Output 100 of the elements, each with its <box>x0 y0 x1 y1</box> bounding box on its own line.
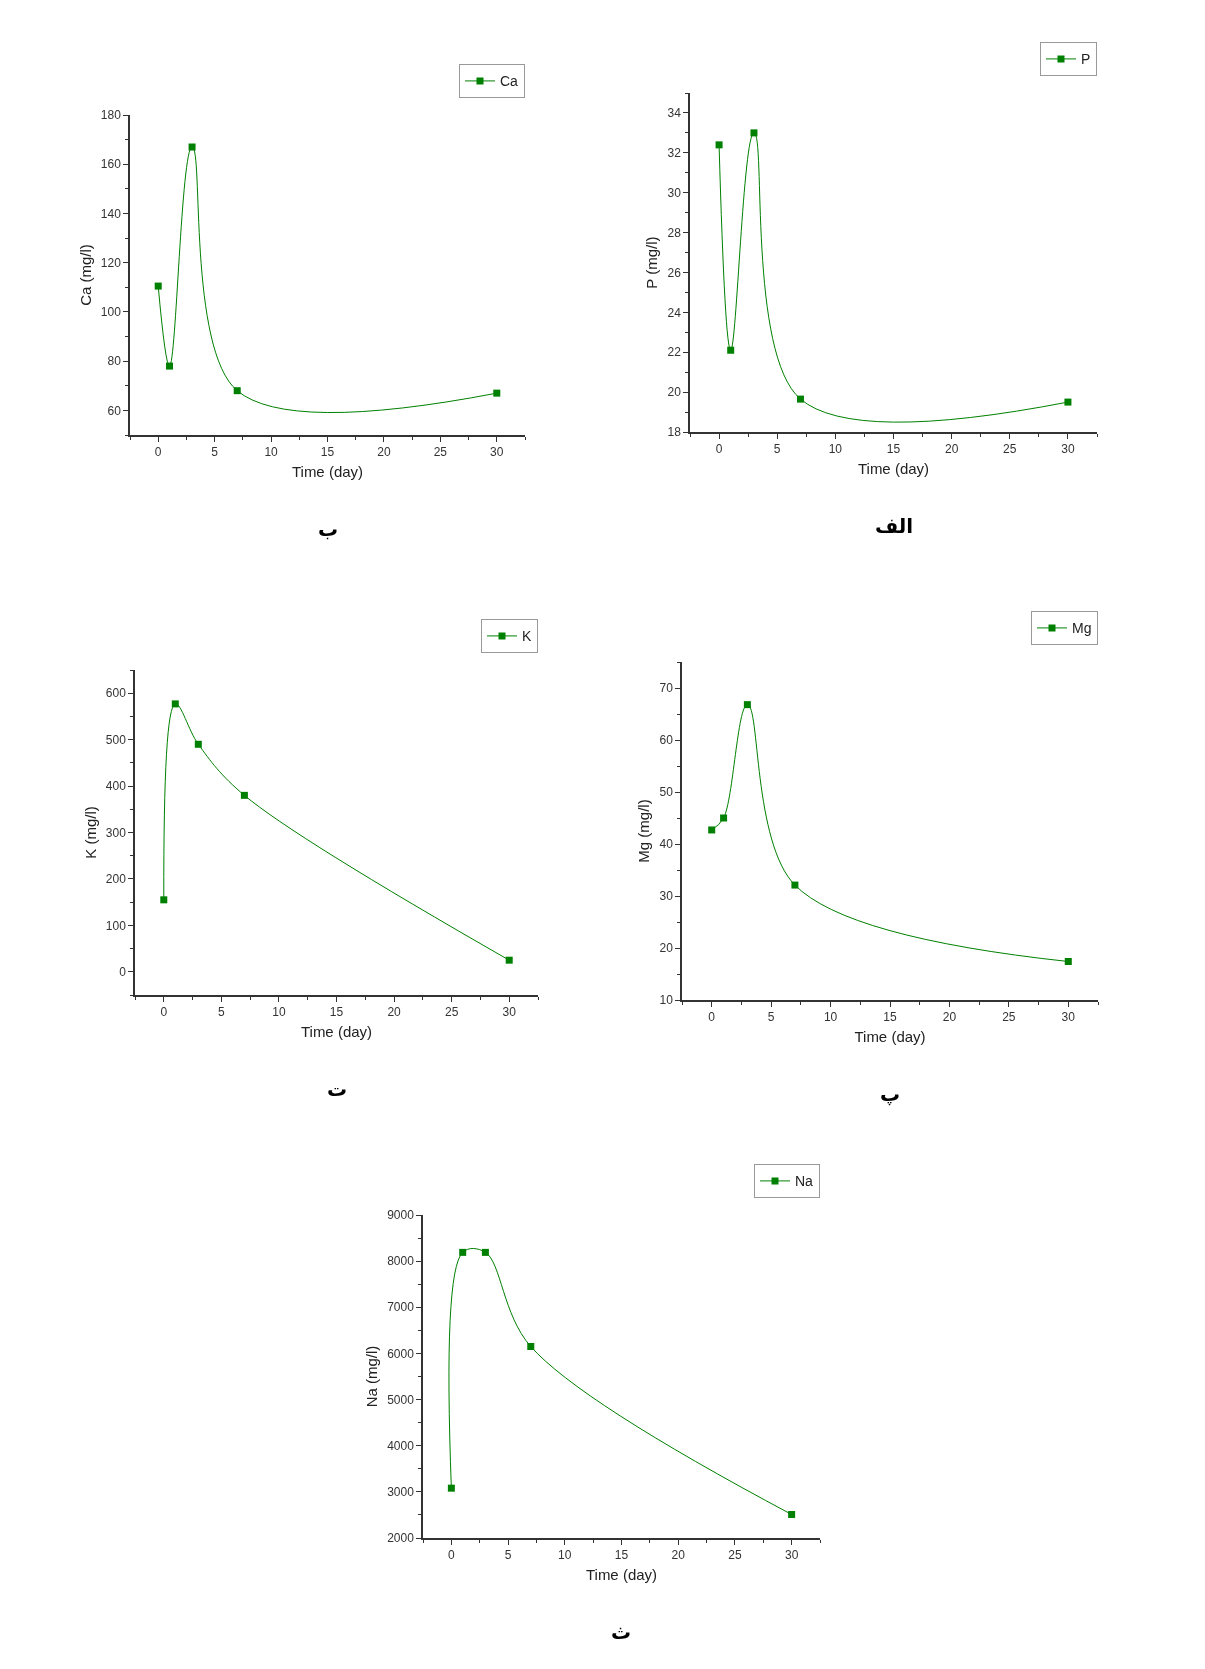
y-tick-label: 60 <box>659 733 674 748</box>
x-tick-label: 5 <box>211 445 219 460</box>
y-axis-title: P (mg/l) <box>643 236 661 289</box>
point <box>233 387 241 395</box>
y-tick-label: 60 <box>107 403 122 418</box>
y-tick-label: 6000 <box>387 1346 415 1361</box>
point <box>160 896 168 904</box>
x-tick-label: 0 <box>154 445 162 460</box>
y-tick-label: 80 <box>107 354 122 369</box>
x-tick-label: 30 <box>502 1005 517 1020</box>
x-tick-label: 10 <box>558 1548 572 1563</box>
point <box>715 141 723 149</box>
text: پ <box>880 1082 901 1106</box>
point <box>720 814 728 822</box>
x-axis-title: Time (day) <box>857 459 930 477</box>
legend-label: Na <box>795 1173 814 1190</box>
point <box>240 791 248 799</box>
text: الف <box>875 514 914 538</box>
x-tick-label: 25 <box>1002 1010 1016 1025</box>
y-tick-label: 7000 <box>387 1300 415 1315</box>
x-tick-label: 30 <box>1061 442 1075 457</box>
y-axis-title: K (mg/l) <box>81 806 99 859</box>
x-tick-label: 30 <box>784 1548 799 1563</box>
point <box>708 826 716 834</box>
x-tick-label: 15 <box>320 445 335 460</box>
y-tick-label: 180 <box>100 108 122 123</box>
point <box>1064 398 1072 406</box>
x-tick-label: 25 <box>433 445 448 460</box>
x-tick-label: 5 <box>218 1005 226 1020</box>
x-tick-label: 25 <box>728 1548 742 1563</box>
y-tick-label: 32 <box>667 146 682 161</box>
y-axis-title: Ca (mg/l) <box>76 244 94 306</box>
x-tick-label: 15 <box>886 442 901 457</box>
point <box>171 700 179 708</box>
x-tick-label: 25 <box>1003 442 1017 457</box>
x-tick-label: 10 <box>823 1010 838 1025</box>
point <box>796 395 804 403</box>
point <box>447 1484 455 1492</box>
y-tick-label: 160 <box>100 157 122 172</box>
point <box>505 956 513 964</box>
x-tick-label: 5 <box>767 1010 775 1025</box>
x-tick-label: 0 <box>715 442 723 457</box>
x-axis-title: Time (day) <box>291 462 364 480</box>
y-tick-label: 100 <box>105 918 127 933</box>
point <box>527 1343 535 1351</box>
y-tick-label: 9000 <box>387 1208 415 1223</box>
point <box>743 701 751 709</box>
x-tick-label: 10 <box>272 1005 286 1020</box>
y-tick-label: 0 <box>119 964 127 979</box>
x-tick-label: 0 <box>708 1010 716 1025</box>
x-axis-title: Time (day) <box>854 1027 926 1045</box>
y-tick-label: 20 <box>667 385 682 400</box>
legend-label: Mg <box>1072 620 1092 637</box>
x-tick-label: 5 <box>504 1548 512 1563</box>
y-tick-label: 24 <box>667 305 682 320</box>
x-tick-label: 30 <box>490 445 504 460</box>
y-tick-label: 300 <box>105 825 127 840</box>
x-axis-title: Time (day) <box>585 1565 658 1583</box>
y-tick-label: 50 <box>659 785 674 800</box>
point <box>481 1248 489 1256</box>
point <box>188 143 196 151</box>
x-tick-label: 30 <box>1061 1010 1076 1025</box>
x-tick-label: 10 <box>264 445 279 460</box>
point <box>750 129 758 137</box>
x-tick-label: 20 <box>942 1010 957 1025</box>
y-tick-label: 600 <box>105 686 127 701</box>
x-tick-label: 10 <box>828 442 843 457</box>
x-tick-label: 20 <box>944 442 959 457</box>
point <box>166 362 173 370</box>
y-tick-label: 40 <box>659 837 674 852</box>
y-tick-label: 4000 <box>387 1438 415 1453</box>
y-tick-label: 2000 <box>387 1531 415 1546</box>
y-tick-label: 22 <box>667 345 682 360</box>
y-tick-label: 34 <box>667 106 682 121</box>
x-axis-title: Time (day) <box>300 1022 373 1040</box>
point <box>194 740 202 748</box>
x-tick-label: 15 <box>329 1005 344 1020</box>
point <box>791 881 799 889</box>
y-tick-label: 5000 <box>387 1392 415 1407</box>
point <box>727 346 735 354</box>
x-tick-label: 0 <box>160 1005 168 1020</box>
legend-label: K <box>522 628 532 645</box>
y-tick-label: 3000 <box>387 1485 415 1500</box>
point <box>788 1510 796 1518</box>
legend-label: P <box>1081 51 1091 68</box>
point <box>493 389 501 397</box>
point <box>459 1248 467 1256</box>
y-tick-label: 8000 <box>387 1254 415 1269</box>
y-tick-label: 100 <box>100 305 122 320</box>
y-axis-title: Na (mg/l) <box>362 1345 380 1408</box>
x-tick-label: 25 <box>444 1005 459 1020</box>
y-tick-label: 70 <box>659 681 674 696</box>
y-tick-label: 140 <box>100 206 122 221</box>
y-tick-label: 20 <box>659 941 674 956</box>
y-tick-label: 30 <box>659 889 674 904</box>
text: ث <box>611 1620 632 1644</box>
y-tick-label: 200 <box>105 872 127 887</box>
point <box>1064 958 1072 966</box>
y-tick-label: 28 <box>667 225 682 240</box>
text: ب <box>318 517 339 541</box>
